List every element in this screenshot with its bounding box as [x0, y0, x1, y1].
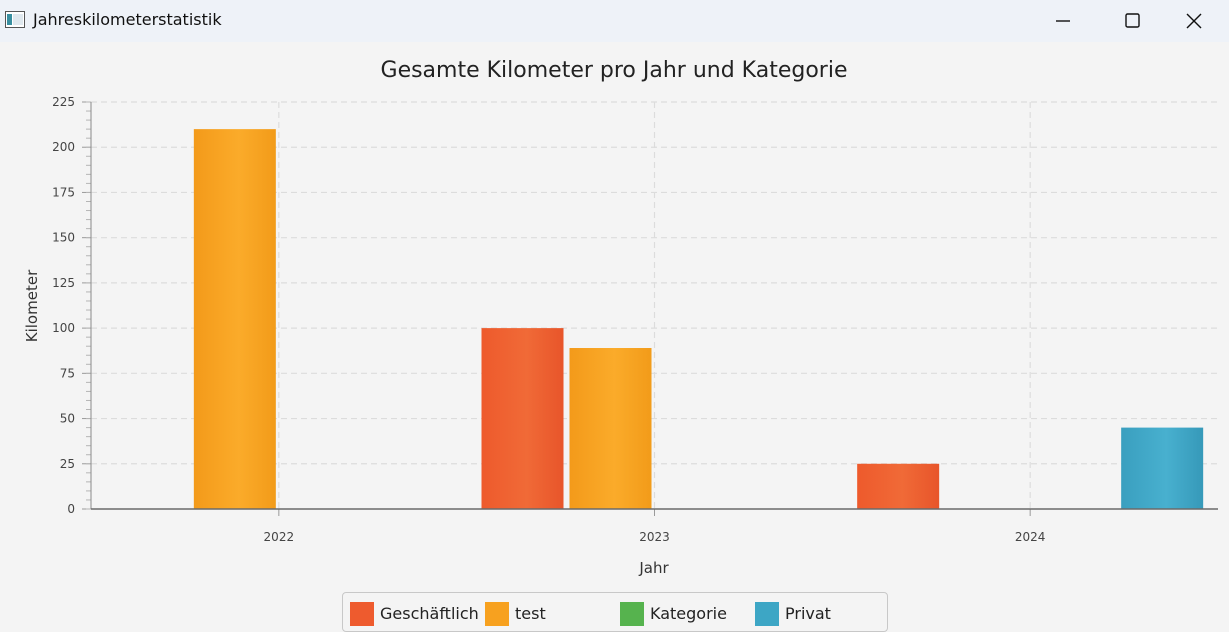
chart-title: Gesamte Kilometer pro Jahr und Kategorie [381, 58, 848, 83]
x-tick-label: 2024 [1015, 530, 1046, 544]
y-tick-label: 50 [60, 412, 75, 426]
x-tick-label: 2022 [264, 530, 295, 544]
y-tick-label: 200 [52, 140, 75, 154]
y-tick-label: 150 [52, 231, 75, 245]
close-button[interactable] [1159, 0, 1229, 42]
bar [569, 348, 652, 509]
legend-swatch [350, 602, 374, 626]
legend-swatch [485, 602, 509, 626]
y-tick-label: 75 [60, 366, 75, 380]
y-axis-label: Kilometer [23, 269, 41, 342]
bar [1121, 427, 1204, 509]
close-icon [1186, 13, 1202, 29]
axes: 0 25 50 75 100 125 150 175 200 225 2022 2023 2024 [52, 95, 1218, 544]
y-tick-label: 25 [60, 457, 75, 471]
x-axis-label: Jahr [638, 559, 669, 577]
legend-swatch [755, 602, 779, 626]
window-title: Jahreskilometerstatistik [33, 10, 222, 29]
bar-chart: Gesamte Kilometer pro Jahr und Kategorie… [23, 58, 1218, 577]
title-bar: Jahreskilometerstatistik [0, 0, 1229, 42]
y-tick-label: 100 [52, 321, 75, 335]
bar [481, 328, 564, 509]
x-tick-label: 2023 [639, 530, 670, 544]
minimize-button[interactable] [1028, 0, 1098, 42]
legend-swatch [620, 602, 644, 626]
y-tick-label: 175 [52, 185, 75, 199]
y-tick-label: 125 [52, 276, 75, 290]
y-tick-label: 225 [52, 95, 75, 109]
bar [857, 463, 940, 509]
legend-label: test [515, 604, 546, 623]
legend-label: Privat [785, 604, 831, 623]
maximize-icon [1125, 13, 1140, 28]
minimize-icon [1056, 20, 1070, 22]
app-icon [5, 11, 25, 28]
legend-label: Kategorie [650, 604, 727, 623]
maximize-button[interactable] [1098, 0, 1168, 42]
grid [91, 101, 1218, 509]
y-tick-label: 0 [67, 502, 75, 516]
chart-legend: Geschäftlich test Kategorie Privat [342, 592, 888, 632]
bars [193, 129, 1204, 509]
legend-label: Geschäftlich [380, 604, 479, 623]
bar [193, 129, 276, 509]
